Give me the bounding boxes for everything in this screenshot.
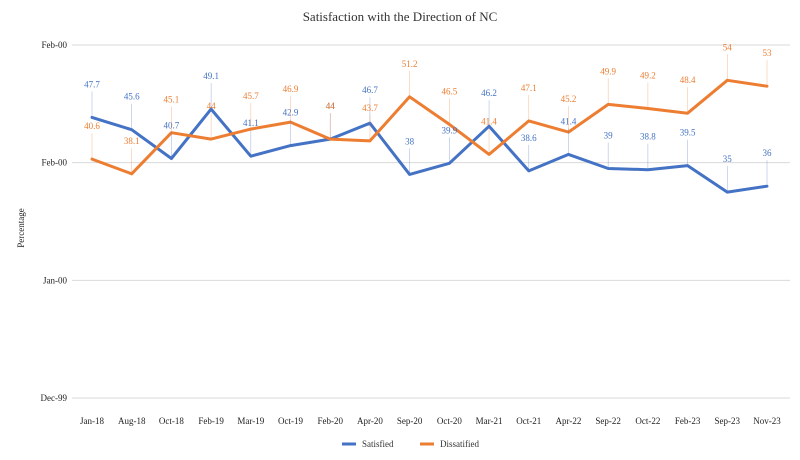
x-tick-label: Mar-19 [237,416,264,426]
x-tick-label: Feb-19 [198,416,224,426]
data-label: 46.5 [441,86,457,96]
series-lines [90,78,769,194]
legend-label: Satisfied [362,439,394,449]
data-label: 39 [604,131,614,141]
data-label: 43.7 [362,103,378,113]
data-label: 41.4 [481,116,497,126]
data-label: 45.2 [561,94,577,104]
x-tick-label: Oct-19 [278,416,303,426]
y-axis-label: Percentage [16,208,26,247]
y-tick-label: Dec-99 [41,393,68,403]
data-label: 35 [723,154,733,164]
y-tick-label: Feb-00 [42,158,68,168]
series-line-satisfied [90,107,769,194]
x-tick-label: Oct-20 [437,416,462,426]
data-label: 41.1 [243,118,259,128]
y-tick-label: Feb-00 [42,40,68,50]
legend-label: Dissatified [440,439,479,449]
x-tick-label: Sep-22 [595,416,621,426]
data-label: 39.9 [441,125,457,135]
data-label: 38.8 [640,132,656,142]
x-tick-label: Mar-21 [476,416,503,426]
chart-title: Satisfaction with the Direction of NC [303,9,498,24]
data-label: 46.7 [362,85,378,95]
data-label: 47.7 [84,79,100,89]
data-label: 38.6 [521,133,537,143]
data-label: 54 [723,42,733,52]
data-label: 36 [763,148,773,158]
data-label: 48.4 [680,75,696,85]
x-tick-label: Oct-22 [635,416,660,426]
data-label: 46.2 [481,88,497,98]
data-label: 45.6 [124,92,140,102]
data-label: 41.4 [561,116,577,126]
y-tick-label: Jan-00 [43,275,67,285]
data-label: 45.7 [243,91,259,101]
data-label: 44 [326,101,336,111]
data-label: 42.9 [283,108,299,118]
x-tick-label: Oct-21 [516,416,541,426]
x-tick-label: Oct-18 [159,416,184,426]
x-tick-label: Sep-20 [397,416,423,426]
data-label: 45.1 [164,95,180,105]
data-label: 40.7 [164,121,180,131]
data-label: 49.1 [203,71,219,81]
data-label: 47.1 [521,83,537,93]
x-tick-label: Jan-18 [80,416,104,426]
series-line-dissatified [90,78,769,176]
x-axis-ticks: Jan-18 Aug-18 Oct-18 Feb-19 Mar-19 Oct-19 Feb-… [80,416,781,426]
data-label: 38.1 [124,136,140,146]
gridlines [72,44,790,399]
data-label: 49.9 [600,66,616,76]
x-tick-label: Nov-23 [753,416,781,426]
x-tick-label: Sep-23 [715,416,741,426]
data-label: 38 [405,136,415,146]
x-tick-label: Feb-23 [675,416,701,426]
data-label: 49.2 [640,71,656,81]
data-label: 44 [207,101,217,111]
y-axis-ticks: Dec-99 Jan-00 Feb-00 Feb-00 [41,40,68,403]
data-label: 40.6 [84,121,100,131]
x-tick-label: Apr-20 [357,416,383,426]
data-label: 51.2 [402,59,418,69]
data-labels: 47.7 45.6 40.7 49.1 41.1 42.9 44 46.7 38 39.9 46.2… [84,42,773,193]
x-tick-label: Feb-20 [317,416,343,426]
x-tick-label: Apr-22 [556,416,582,426]
data-label: 44 [326,101,336,111]
x-tick-label: Aug-18 [118,416,146,426]
data-label: 39.5 [680,128,696,138]
data-label: 46.9 [283,84,299,94]
legend: Satisfied Dissatified [342,439,479,449]
data-label: 53 [763,48,773,58]
